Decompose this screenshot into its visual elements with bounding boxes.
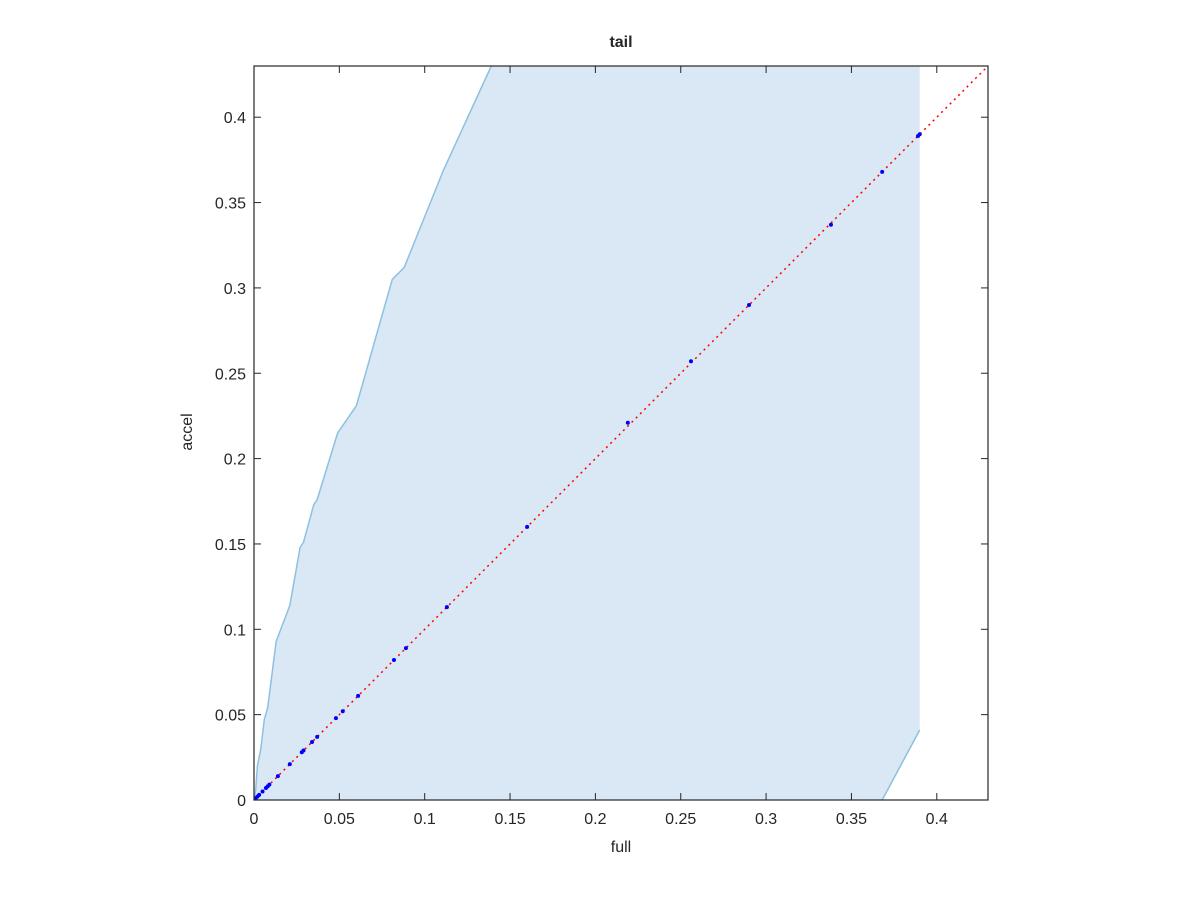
point xyxy=(287,762,292,767)
y-tick-label: 0.05 xyxy=(215,708,246,725)
point xyxy=(257,792,262,797)
point xyxy=(333,716,338,721)
band-lower xyxy=(881,729,921,800)
point xyxy=(688,359,693,364)
x-tick-label: 0.3 xyxy=(755,811,777,828)
x-tick-label: 0.15 xyxy=(494,811,525,828)
x-tick-label: 0.2 xyxy=(584,811,606,828)
x-tick-label: 0.35 xyxy=(836,811,867,828)
point xyxy=(310,739,315,744)
plot-area xyxy=(254,66,988,800)
point xyxy=(260,789,265,794)
x-tick-label: 0.1 xyxy=(414,811,436,828)
point xyxy=(828,222,833,227)
point xyxy=(391,658,396,663)
point xyxy=(356,693,361,698)
point xyxy=(747,302,752,307)
x-axis-label: full xyxy=(611,839,631,856)
y-tick-label: 0.15 xyxy=(215,537,246,554)
point xyxy=(625,420,630,425)
x-tick-label: 0.4 xyxy=(926,811,948,828)
point xyxy=(267,782,272,787)
point xyxy=(301,748,306,753)
point xyxy=(917,132,922,137)
x-tick-label: 0.05 xyxy=(324,811,355,828)
x-tick-label: 0.25 xyxy=(665,811,696,828)
reference-line xyxy=(254,66,988,800)
band-fill xyxy=(254,66,920,800)
y-tick-label: 0.4 xyxy=(224,110,246,127)
y-tick-label: 0.25 xyxy=(215,366,246,383)
point xyxy=(880,169,885,174)
x-tick-label: 0 xyxy=(250,811,259,828)
axes-box xyxy=(253,65,989,801)
point xyxy=(444,605,449,610)
point xyxy=(340,709,345,714)
chart-title: tail xyxy=(609,34,632,51)
y-tick-label: 0.3 xyxy=(224,281,246,298)
y-tick-label: 0.35 xyxy=(215,196,246,213)
y-axis-label: accel xyxy=(179,413,196,450)
point xyxy=(275,774,280,779)
band-upper xyxy=(254,66,492,800)
y-tick-label: 0 xyxy=(237,793,246,810)
point xyxy=(403,646,408,651)
y-tick-label: 0.1 xyxy=(224,622,246,639)
point xyxy=(315,734,320,739)
point xyxy=(525,524,530,529)
y-tick-label: 0.2 xyxy=(224,452,246,469)
